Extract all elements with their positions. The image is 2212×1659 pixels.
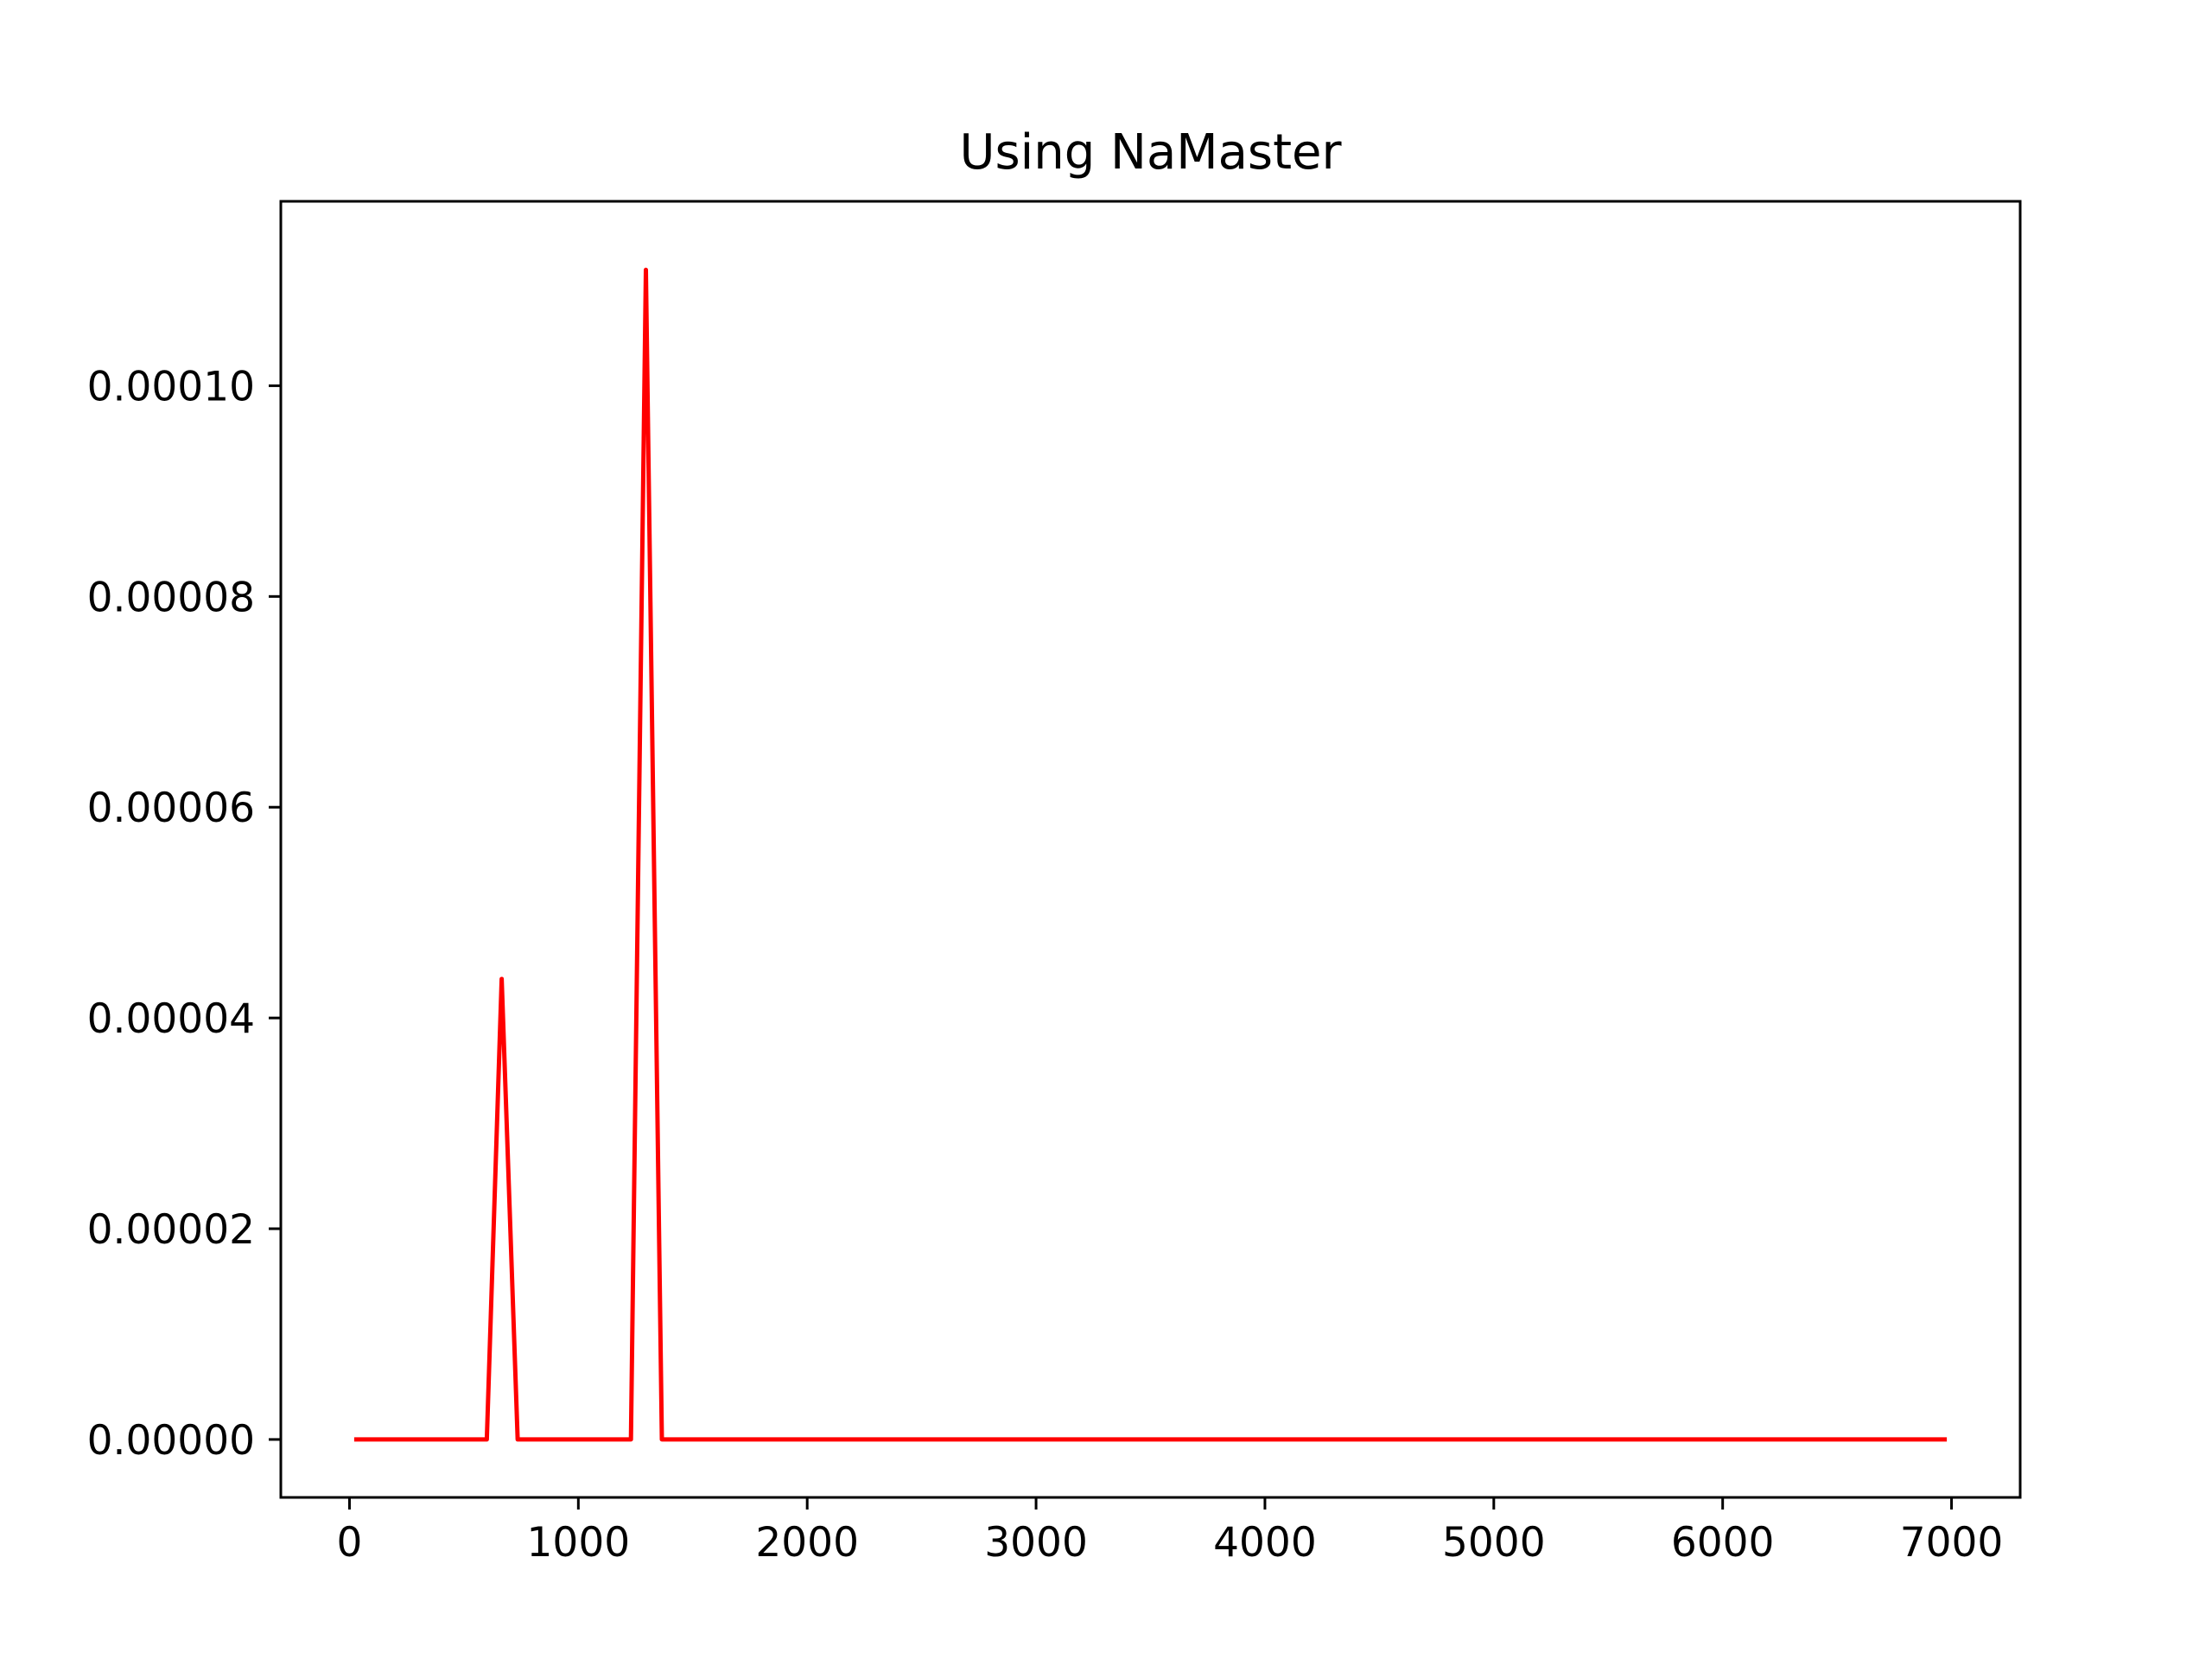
x-tick-label: 5000 bbox=[1442, 1519, 1546, 1567]
series-layer bbox=[353, 267, 1948, 1442]
y-axis: 0.00000 0.00002 0.00004 0.00006 0.00008 0.000… bbox=[87, 363, 281, 1465]
y-tick-label: 0.00004 bbox=[87, 995, 255, 1043]
x-tick-label: 3000 bbox=[984, 1519, 1088, 1567]
y-tick-label: 0.00008 bbox=[87, 574, 255, 621]
y-tick-label: 0.00002 bbox=[87, 1206, 255, 1254]
x-tick-label: 2000 bbox=[755, 1519, 859, 1567]
y-tick-label: 0.00010 bbox=[87, 363, 255, 410]
x-tick-label: 4000 bbox=[1213, 1519, 1317, 1567]
chart-title: Using NaMaster bbox=[959, 124, 1342, 181]
plot-area-frame bbox=[279, 200, 2022, 1499]
y-tick-label: 0.00000 bbox=[87, 1417, 255, 1465]
y-tick-label: 0.00006 bbox=[87, 785, 255, 832]
x-tick-label: 7000 bbox=[1900, 1519, 2004, 1567]
x-tick-label: 6000 bbox=[1671, 1519, 1775, 1567]
x-axis: 0 1000 2000 3000 4000 5000 6000 7000 bbox=[337, 1497, 2004, 1567]
x-tick-label: 0 bbox=[337, 1519, 363, 1567]
series-line-0 bbox=[353, 267, 1948, 1442]
x-tick-label: 1000 bbox=[527, 1519, 631, 1567]
